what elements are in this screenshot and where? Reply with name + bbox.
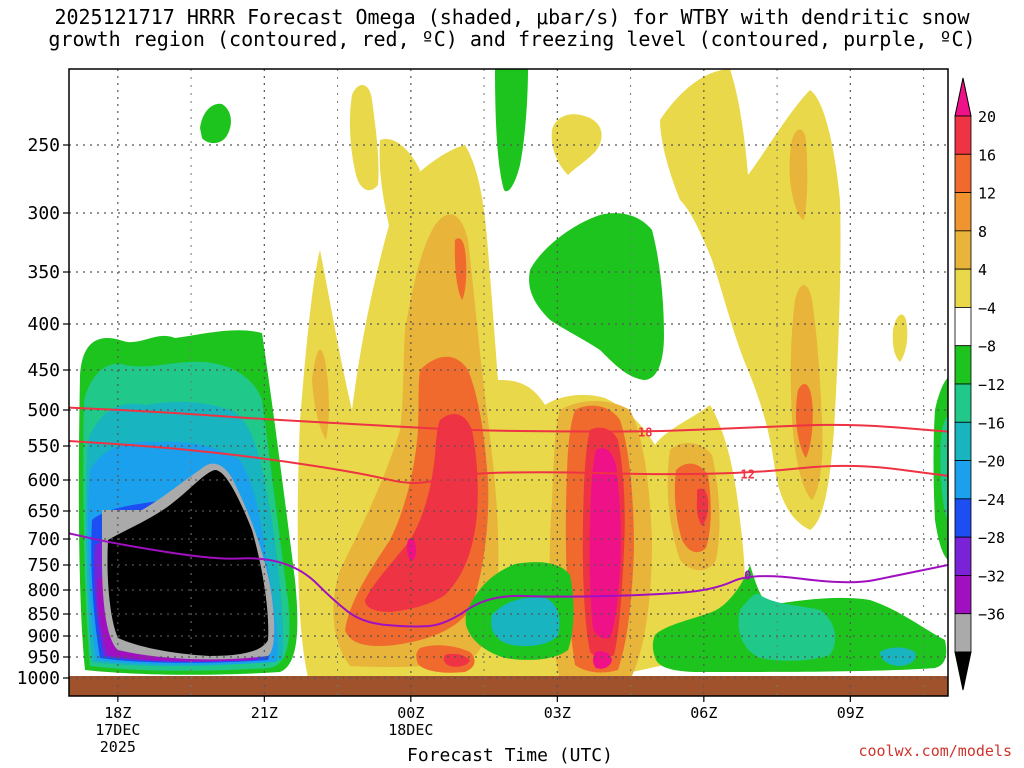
colorbar-segment bbox=[954, 115, 972, 155]
colorbar-label: 16 bbox=[978, 146, 996, 164]
colorbar-segment bbox=[954, 575, 972, 615]
omega-region-pos-20 bbox=[406, 448, 621, 669]
contour-label-0: 0 bbox=[744, 569, 751, 583]
colorbar-segment bbox=[954, 536, 972, 576]
y-tick-label: 450 bbox=[27, 360, 60, 381]
y-tick-label: 800 bbox=[27, 580, 60, 601]
x-axis-label: Forecast Time (UTC) bbox=[407, 745, 613, 766]
y-tick-label: 350 bbox=[27, 262, 60, 283]
contour-line-18 bbox=[69, 406, 948, 433]
contour-line-12 bbox=[69, 439, 948, 484]
colorbar-label: −24 bbox=[978, 491, 1005, 509]
y-tick-label: 500 bbox=[27, 400, 60, 421]
colorbar-label: 8 bbox=[978, 223, 987, 241]
colorbar-label: −20 bbox=[978, 453, 1005, 471]
colorbar-label: 4 bbox=[978, 261, 987, 279]
x-tick-date: 18DEC bbox=[388, 721, 433, 739]
x-tick-label: 00Z bbox=[397, 704, 424, 722]
omega-shading bbox=[78, 69, 948, 686]
omega-region-pos-4-smallright bbox=[892, 314, 908, 362]
colorbar-top-triangle bbox=[954, 77, 972, 117]
colorbar-label: 12 bbox=[978, 185, 996, 203]
colorbar-label: −4 bbox=[978, 299, 996, 317]
colorbar-label: −32 bbox=[978, 567, 1005, 585]
colorbar-segment bbox=[954, 192, 972, 232]
y-tick-label: 250 bbox=[27, 135, 60, 156]
y-tick-label: 650 bbox=[27, 501, 60, 522]
colorbar-segment bbox=[954, 383, 972, 423]
x-tick-label: 21Z bbox=[251, 704, 278, 722]
colorbar-label: −12 bbox=[978, 376, 1005, 394]
omega-region-neg-12-lowright bbox=[880, 647, 916, 666]
omega-region-neg-8-rightedge bbox=[940, 415, 948, 520]
y-tick-label: 850 bbox=[27, 604, 60, 625]
x-tick-date: 17DEC bbox=[95, 721, 140, 739]
y-tick-label: 700 bbox=[27, 529, 60, 550]
y-tick-label: 600 bbox=[27, 470, 60, 491]
x-tick-label: 03Z bbox=[544, 704, 571, 722]
colorbar-segment bbox=[954, 460, 972, 500]
contour-line-0 bbox=[69, 532, 948, 628]
gridlines bbox=[69, 69, 948, 696]
y-tick-label: 900 bbox=[27, 626, 60, 647]
x-tick-year: 2025 bbox=[100, 738, 136, 756]
x-tick-label: 18Z bbox=[104, 704, 131, 722]
y-axis: 2503003504004505005506006507007508008509… bbox=[17, 135, 69, 689]
colorbar-label: −36 bbox=[978, 606, 1005, 624]
omega-region-pos-4-topcenter bbox=[379, 139, 420, 230]
colorbar-bottom-triangle bbox=[954, 651, 972, 691]
colorbar-segment bbox=[954, 345, 972, 385]
colorbar-segment bbox=[954, 613, 972, 653]
omega-region-neg-12-lowcenter bbox=[491, 597, 560, 647]
contour-label-18: 18 bbox=[638, 426, 652, 440]
omega-region-pos-4-topmid bbox=[551, 114, 602, 175]
y-tick-label: 550 bbox=[27, 436, 60, 457]
y-tick-label: 950 bbox=[27, 647, 60, 668]
chart-title: 2025121717 HRRR Forecast Omega (shaded, … bbox=[0, 6, 1024, 50]
colorbar-segment bbox=[954, 307, 972, 347]
plot-frame bbox=[68, 68, 949, 697]
y-tick-label: 300 bbox=[27, 203, 60, 224]
x-tick-label: 06Z bbox=[690, 704, 717, 722]
colorbar-label: −28 bbox=[978, 529, 1005, 547]
colorbar: 20 16 12 8 4 −4 −8 −12 −16 −20 −24 −28 −32 −36 bbox=[954, 77, 1005, 691]
omega-region-pos-4-top bbox=[349, 84, 379, 191]
colorbar-segment bbox=[954, 421, 972, 461]
omega-region-neg-8-lowright bbox=[738, 593, 836, 661]
contours: 18 12 0 bbox=[69, 406, 948, 628]
colorbar-segment bbox=[954, 153, 972, 193]
y-tick-label: 400 bbox=[27, 314, 60, 335]
omega-region-neg-4-topgreen bbox=[495, 69, 528, 192]
colorbar-segment bbox=[954, 498, 972, 538]
y-tick-label: 750 bbox=[27, 555, 60, 576]
colorbar-label: 20 bbox=[978, 108, 996, 126]
omega-region-neg-4-small bbox=[200, 103, 231, 144]
colorbar-segment bbox=[954, 230, 972, 270]
ground-bar bbox=[69, 676, 948, 696]
colorbar-label: −16 bbox=[978, 414, 1005, 432]
title-line-2: growth region (contoured, red, ºC) and f… bbox=[48, 27, 976, 51]
colorbar-segment bbox=[954, 268, 972, 308]
x-tick-label: 09Z bbox=[837, 704, 864, 722]
colorbar-label: −8 bbox=[978, 338, 996, 356]
omega-region-neg-36 bbox=[107, 470, 269, 656]
contour-label-12: 12 bbox=[741, 467, 755, 481]
title-line-1: 2025121717 HRRR Forecast Omega (shaded, … bbox=[54, 5, 970, 29]
footer-credit: coolwx.com/models bbox=[858, 742, 1012, 760]
y-tick-label: 1000 bbox=[17, 668, 60, 689]
